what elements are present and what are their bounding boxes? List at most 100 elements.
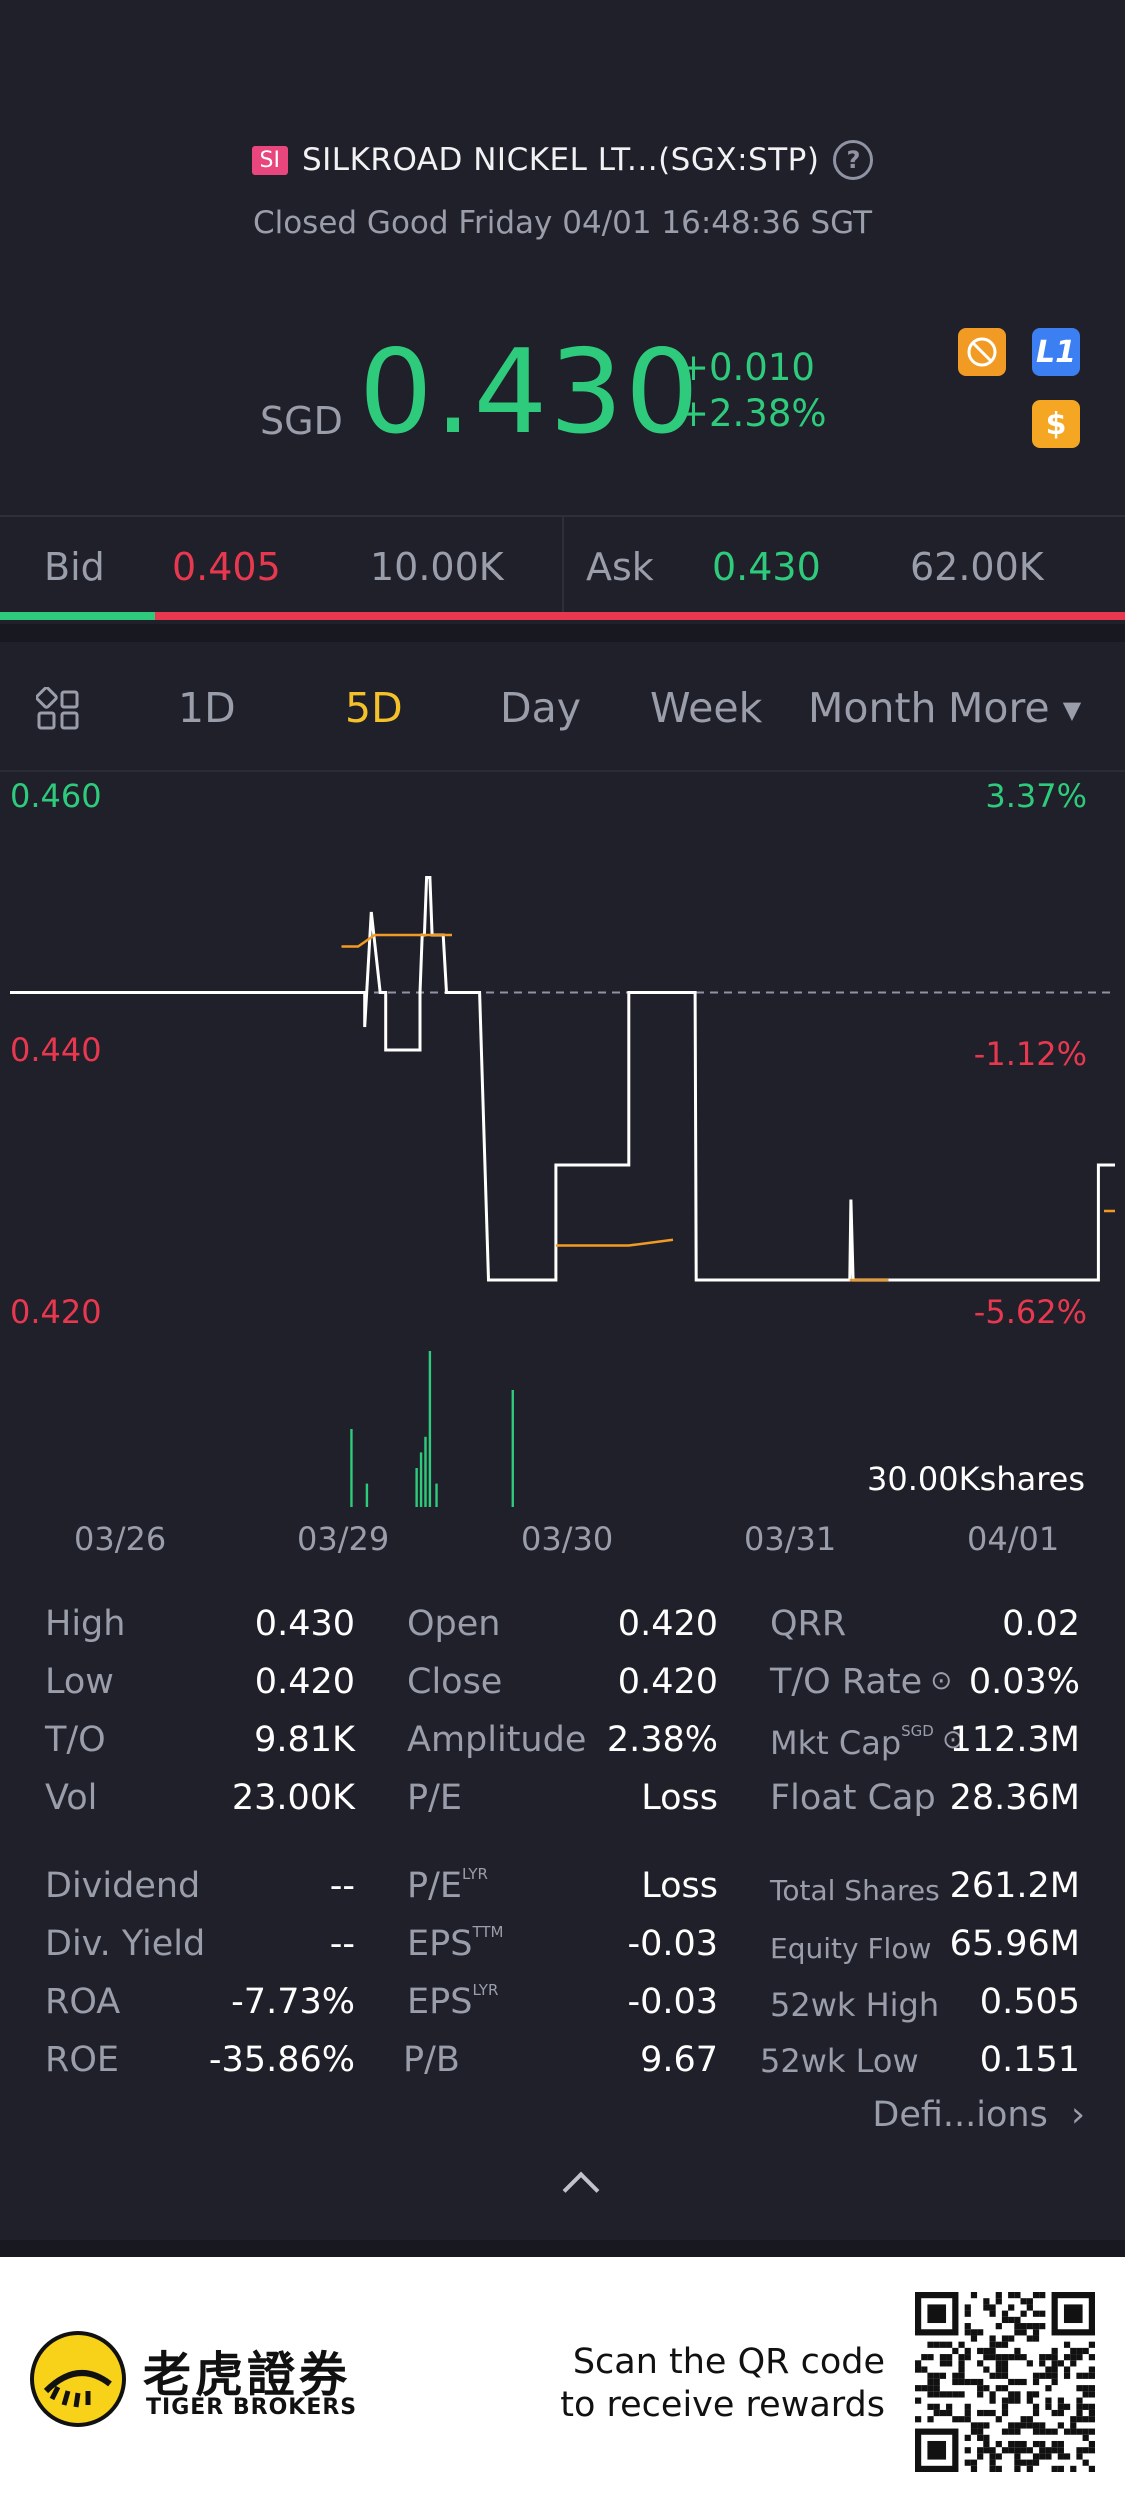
stock-title[interactable]: SILKROAD NICKEL LT...(SGX:STP) <box>301 142 820 178</box>
qr-module <box>915 2366 922 2373</box>
qr-module <box>970 2335 978 2342</box>
qr-module <box>1082 2372 1089 2379</box>
qr-module <box>989 2453 996 2460</box>
price-change: +0.010 +2.38% <box>678 345 827 438</box>
bid-ratio-bar <box>0 612 156 620</box>
qr-module <box>1082 2403 1089 2410</box>
stat-to-label: T/O <box>45 1720 106 1760</box>
qr-module <box>964 2354 971 2361</box>
qr-module <box>1020 2416 1027 2423</box>
stat-equityflow-value: 65.96M <box>949 1924 1080 1964</box>
stat-high-value: 0.430 <box>254 1604 355 1644</box>
qr-module <box>1032 2323 1040 2330</box>
bid-ask-panel[interactable]: Bid 0.405 10.00K Ask 0.430 62.00K <box>0 515 1125 620</box>
qr-module <box>1032 2292 1040 2299</box>
volume-bar-3 <box>419 1452 423 1507</box>
stat-eps-lyr-label: EPSLYR <box>407 1981 498 2022</box>
stat-totalshares-value: 261.2M <box>949 1866 1080 1906</box>
qr-module <box>1020 2354 1027 2361</box>
last-price: 0.430 <box>358 325 701 460</box>
brand-name-en: TIGER BROKERS <box>146 2395 358 2420</box>
qr-module <box>915 2397 922 2404</box>
qr-module <box>1001 2397 1009 2404</box>
chart-layout-icon[interactable] <box>36 687 82 733</box>
qr-module <box>1088 2428 1095 2435</box>
qr-module <box>964 2416 971 2423</box>
scan-text: Scan the QR code to receive rewards <box>560 2341 885 2426</box>
tab-more[interactable]: More ▼ <box>948 684 1081 732</box>
stat-torate-value: 0.03% <box>968 1662 1080 1702</box>
qr-module <box>1008 2428 1015 2435</box>
definitions-link[interactable]: Defi...ions › <box>872 2095 1085 2135</box>
stat-eps-ttm-sup: TTM <box>472 1923 504 1941</box>
tab-week[interactable]: Week <box>650 684 763 732</box>
qr-module <box>1070 2422 1077 2429</box>
qr-module <box>995 2354 1002 2361</box>
price-chart[interactable]: 0.460 0.440 0.420 3.37% -1.12% -5.62% 30… <box>0 775 1125 1558</box>
qr-module <box>1014 2397 1021 2404</box>
y-pct-bottom: -5.62% <box>973 1293 1087 1331</box>
stat-roe-value: -35.86% <box>208 2040 355 2080</box>
stat-eps-ttm-text: EPS <box>407 1924 473 1964</box>
tab-day[interactable]: Day <box>500 684 581 732</box>
change-absolute: +0.010 <box>678 346 815 389</box>
volume-bar-4 <box>424 1436 427 1507</box>
qr-module <box>977 2434 984 2441</box>
more-info-icon[interactable]: ⊙ <box>933 1725 964 1755</box>
price-line-segment-0 <box>10 876 1115 1282</box>
qr-module <box>1082 2447 1089 2454</box>
qr-module <box>1014 2428 1021 2435</box>
qr-module <box>1008 2378 1015 2386</box>
qr-module <box>1088 2372 1095 2379</box>
qr-module <box>989 2391 996 2398</box>
more-info-icon[interactable]: ⊙ <box>922 1666 953 1696</box>
qr-module <box>1088 2403 1095 2410</box>
qr-module <box>1082 2391 1089 2398</box>
level1-icon[interactable]: L1 <box>1032 328 1080 376</box>
qr-module <box>995 2366 1002 2373</box>
x-label-0331: 03/31 <box>744 1520 837 1558</box>
qr-module <box>1076 2453 1083 2460</box>
volume-bar-2 <box>415 1468 418 1507</box>
x-label-0329: 03/29 <box>297 1520 390 1558</box>
qr-module <box>983 2347 990 2355</box>
qr-module <box>1088 2416 1095 2423</box>
qr-module <box>1088 2354 1095 2361</box>
ask-price: 0.430 <box>712 545 821 589</box>
qr-module <box>964 2347 971 2355</box>
qr-module <box>1045 2397 1052 2404</box>
qr-module <box>1014 2329 1021 2336</box>
qr-module <box>1070 2347 1077 2355</box>
tab-month[interactable]: Month <box>808 684 937 732</box>
qr-module <box>995 2372 1002 2379</box>
quote-header: SI SILKROAD NICKEL LT...(SGX:STP) ? Clos… <box>0 0 1125 515</box>
qr-module <box>1026 2391 1033 2398</box>
qr-module <box>995 2341 1002 2348</box>
qr-module <box>1039 2310 1046 2317</box>
qr-module <box>964 2459 971 2466</box>
tab-1d[interactable]: 1D <box>178 684 236 732</box>
qr-finder <box>927 2304 947 2324</box>
dollar-icon[interactable]: $ <box>1032 400 1080 448</box>
qr-module <box>933 2378 940 2386</box>
change-percent: +2.38% <box>678 392 827 436</box>
qr-module <box>977 2409 984 2417</box>
qr-module <box>1026 2335 1033 2342</box>
qr-module <box>1088 2465 1095 2472</box>
qr-module <box>989 2465 996 2472</box>
shortable-off-icon[interactable] <box>958 328 1006 376</box>
tab-5d[interactable]: 5D <box>345 684 403 732</box>
qr-module <box>1001 2385 1009 2392</box>
qr-module <box>989 2372 996 2379</box>
stat-pe-label: P/E <box>407 1778 463 1818</box>
qr-module <box>1026 2422 1033 2429</box>
qr-module <box>964 2310 971 2317</box>
stat-divyield-label: Div. Yield <box>45 1924 206 1964</box>
qr-module <box>1014 2447 1021 2454</box>
qr-module <box>1057 2360 1064 2367</box>
qr-module <box>983 2298 990 2305</box>
qr-code-icon[interactable] <box>915 2292 1095 2472</box>
collapse-chevron-up-icon[interactable] <box>562 2171 600 2209</box>
qr-module <box>952 2416 959 2423</box>
help-icon[interactable]: ? <box>833 140 874 180</box>
